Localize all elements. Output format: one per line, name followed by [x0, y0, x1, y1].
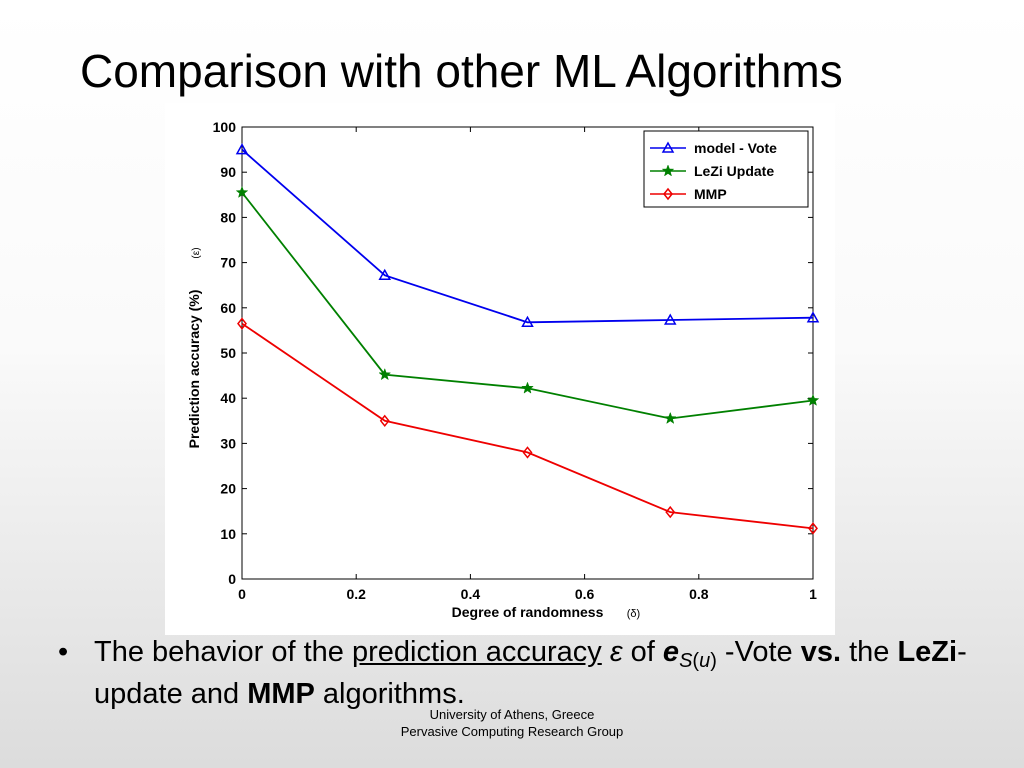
bullet-text-part: The behavior of the [94, 636, 352, 668]
epsilon-symbol: ε [609, 636, 623, 668]
x-tick-label: 0.4 [461, 586, 481, 602]
triangle-marker [378, 268, 392, 281]
bullet-text-part: -update and [94, 636, 967, 710]
diamond-marker [379, 414, 390, 428]
mmp-text: MMP [247, 678, 315, 710]
star-marker [663, 411, 677, 425]
series-line [235, 143, 820, 328]
footer: University of Athens, Greece Pervasive C… [0, 706, 1024, 740]
y-axis-label: Prediction accuracy (%) [186, 290, 202, 449]
diamond-marker [808, 522, 818, 535]
triangle-marker [806, 311, 820, 323]
x-tick-label: 0.6 [575, 586, 595, 602]
y-tick-label: 30 [220, 435, 236, 451]
y-tick-label: 90 [220, 164, 236, 180]
x-axis-label: Degree of randomness [452, 604, 604, 620]
triangle-marker [235, 143, 249, 155]
diamond-marker [663, 187, 673, 201]
series-line [237, 317, 818, 535]
star-marker [806, 393, 820, 406]
y-tick-label: 20 [220, 481, 236, 497]
x-tick-label: 1 [809, 586, 817, 602]
slide-title: Comparison with other ML Algorithms [80, 45, 843, 97]
bullet-text-part: -Vote [716, 636, 801, 668]
bullet-text-part [602, 636, 610, 668]
bullet-text-part: of [622, 636, 663, 668]
legend-label: LeZi Update [694, 163, 774, 179]
y-tick-label: 40 [220, 390, 236, 406]
y-tick-label: 60 [220, 300, 236, 316]
star-marker [661, 164, 675, 177]
diamond-marker [237, 317, 247, 330]
y-tick-label: 70 [220, 255, 236, 271]
legend-item: MMP [650, 186, 727, 202]
y-tick-label: 0 [228, 571, 236, 587]
lezi-text: LeZi [897, 636, 958, 668]
x-tick-label: 0.2 [346, 586, 366, 602]
legend-label: model - Vote [694, 140, 777, 156]
footer-group: Pervasive Computing Research Group [400, 724, 624, 739]
chart-panel: 0 10 20 30 40 50 60 70 80 90 100 0 0.2 0.4 0.6 0.8 1 Degr… [165, 103, 835, 635]
triangle-marker [663, 313, 677, 325]
footer-university: University of Athens, Greece [429, 707, 595, 722]
diamond-marker [522, 446, 533, 459]
star-marker [521, 381, 534, 394]
x-axis-symbol: (δ) [627, 608, 640, 620]
subscript-s: S [679, 650, 693, 672]
bullet-text-part: the [841, 636, 898, 668]
triangle-marker [661, 141, 675, 153]
series-line [235, 185, 820, 425]
x-tick-label: 0 [238, 586, 246, 602]
legend-item: LeZi Update [650, 163, 774, 179]
y-tick-label: 100 [213, 119, 237, 135]
bullet-point: • The behavior of the prediction accurac… [58, 636, 998, 711]
bullet-text: The behavior of the prediction accuracy … [94, 636, 998, 711]
legend: model - Vote LeZi Update MMP [643, 130, 809, 208]
series-path [241, 322, 814, 530]
x-tick-label: 0.8 [689, 586, 709, 602]
series-path [241, 148, 814, 324]
prediction-accuracy-link[interactable]: prediction accuracy [351, 636, 602, 668]
bullet-marker: • [58, 636, 69, 668]
star-marker [378, 367, 392, 381]
triangle-marker [521, 315, 534, 328]
e-symbol: e [662, 636, 680, 668]
star-marker [235, 185, 249, 198]
legend-item: model - Vote [650, 140, 777, 156]
legend-label: MMP [694, 186, 727, 202]
e-subscript: S(u) [679, 650, 717, 672]
y-tick-label: 80 [220, 209, 236, 225]
y-tick-label: 50 [220, 345, 236, 361]
subscript-u: u [699, 650, 711, 672]
y-tick-label: 10 [220, 526, 236, 542]
line-chart: 0 10 20 30 40 50 60 70 80 90 100 0 0.2 0.4 0.6 0.8 1 Degr… [186, 119, 820, 620]
subscript-paren-close: ) [710, 650, 717, 672]
subscript-paren-open: ( [692, 650, 700, 672]
y-axis-symbol: (ε) [191, 247, 202, 258]
diamond-marker [665, 505, 676, 519]
vs-text: vs. [800, 636, 842, 668]
bullet-text-part: algorithms. [314, 678, 465, 710]
